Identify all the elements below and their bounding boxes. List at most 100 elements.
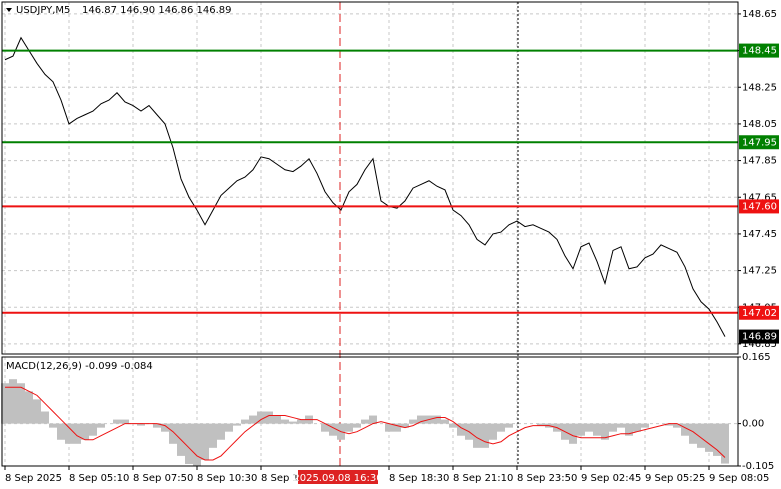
macd-bar xyxy=(49,423,57,428)
macd-bar xyxy=(641,423,649,428)
macd-bar xyxy=(433,415,441,424)
level-label-box xyxy=(739,43,779,58)
y-tick-label: 0.165 xyxy=(742,352,771,363)
marks xyxy=(1,36,738,466)
macd-bar xyxy=(1,383,9,424)
x-tick-label: 8 Sep 18:30 xyxy=(389,473,449,484)
macd-bar xyxy=(417,415,425,424)
cursor-time: 2025.09.08 16:30 xyxy=(293,473,382,484)
macd-bar xyxy=(281,419,289,424)
macd-bar xyxy=(441,419,449,424)
macd-bar xyxy=(505,423,513,428)
price-line xyxy=(4,36,726,337)
macd-bar xyxy=(697,423,705,448)
level-label: 147.95 xyxy=(742,137,777,148)
macd-bar xyxy=(537,423,545,426)
macd-bar xyxy=(353,423,361,428)
macd-bar xyxy=(185,423,193,464)
macd-bar xyxy=(585,423,593,432)
macd-bar xyxy=(473,423,481,448)
macd-bar xyxy=(673,423,681,428)
macd-bar xyxy=(345,423,353,432)
x-tick-label: 9 Sep 05:25 xyxy=(645,473,705,484)
macd-bar xyxy=(393,423,401,432)
macd-bar xyxy=(273,415,281,424)
macd-bar xyxy=(65,423,73,444)
x-tick-label: 8 Sep 2025 xyxy=(5,473,62,484)
level-label-box xyxy=(739,199,779,214)
macd-bar xyxy=(401,423,409,428)
x-tick-label: 8 Sep 13:10 xyxy=(261,473,321,484)
macd-bar xyxy=(329,423,337,436)
x-tick-label: 8 Sep 21:10 xyxy=(453,473,513,484)
x-tick-label: 8 Sep 23:50 xyxy=(517,473,577,484)
macd-title: MACD(12,26,9) -0.099 -0.084 xyxy=(6,361,153,372)
macd-bar xyxy=(193,423,201,466)
x-tick-label: 9 Sep 02:45 xyxy=(581,473,641,484)
macd-bar xyxy=(113,419,121,424)
macd-frame xyxy=(1,356,739,467)
macd-bar xyxy=(497,423,505,432)
macd-bar xyxy=(121,419,129,424)
macd-bar xyxy=(633,423,641,432)
x-tick-label: 9 Sep 08:05 xyxy=(709,473,769,484)
macd-bar xyxy=(41,411,49,424)
macd-bar xyxy=(681,423,689,436)
cursor-time-box xyxy=(298,470,378,484)
level-label-box xyxy=(739,305,779,320)
signal-line xyxy=(5,386,726,461)
last-price: 146.89 xyxy=(742,332,777,343)
macd-bar xyxy=(409,419,417,424)
main-frame xyxy=(1,1,739,355)
level-label: 148.45 xyxy=(742,46,777,57)
chart-title: USDJPY,M5 xyxy=(16,5,70,16)
macd-bar xyxy=(89,423,97,436)
y-tick-label: 148.05 xyxy=(742,119,777,130)
macd-bar xyxy=(721,423,729,464)
macd-bar xyxy=(169,423,177,444)
macd-bar xyxy=(137,423,145,426)
last-price-box xyxy=(739,329,779,344)
macd-bar xyxy=(33,399,41,424)
macd-bar xyxy=(161,423,169,432)
macd-bar xyxy=(25,391,33,424)
macd-bar xyxy=(265,411,273,424)
macd-bar xyxy=(233,423,241,426)
macd-bar xyxy=(217,423,225,440)
macd-bar xyxy=(385,423,393,432)
y-tick-label: 146.85 xyxy=(742,339,777,350)
macd-bar xyxy=(449,423,457,428)
y-tick-label: 147.25 xyxy=(742,266,777,277)
y-tick-label: 147.45 xyxy=(742,229,777,240)
macd-bar xyxy=(321,423,329,432)
y-tick-label: 148.25 xyxy=(742,82,777,93)
x-tick-label: 8 Sep 05:10 xyxy=(69,473,129,484)
macd-bar xyxy=(713,423,721,456)
macd-bar xyxy=(249,415,257,424)
level-label-box xyxy=(739,135,779,150)
axis-labels: 8 Sep 2025 8 Sep 05:10 8 Sep 07:50 8 Sep 10… xyxy=(4,9,779,484)
macd-bar xyxy=(257,411,265,424)
macd-bar xyxy=(225,423,233,432)
level-label: 147.60 xyxy=(742,201,777,212)
macd-bar xyxy=(97,423,105,428)
macd-bar xyxy=(369,415,377,424)
level-label: 147.02 xyxy=(742,308,777,319)
macd-bar xyxy=(209,423,217,448)
macd-bar xyxy=(457,423,465,436)
macd-bar xyxy=(73,423,81,444)
macd-bar xyxy=(489,423,497,440)
macd-bar xyxy=(9,379,17,424)
y-tick-label: 147.65 xyxy=(742,192,777,203)
macd-bar xyxy=(665,423,673,426)
macd-bar xyxy=(57,423,65,440)
menu-triangle[interactable] xyxy=(6,8,12,12)
macd-bar xyxy=(153,423,161,428)
x-tick-label: 8 Sep 07:50 xyxy=(133,473,193,484)
macd-bar xyxy=(617,423,625,428)
ohlc-values: 146.87 146.90 146.86 146.89 xyxy=(82,5,232,16)
macd-bar xyxy=(609,423,617,432)
macd-bar xyxy=(577,423,585,436)
